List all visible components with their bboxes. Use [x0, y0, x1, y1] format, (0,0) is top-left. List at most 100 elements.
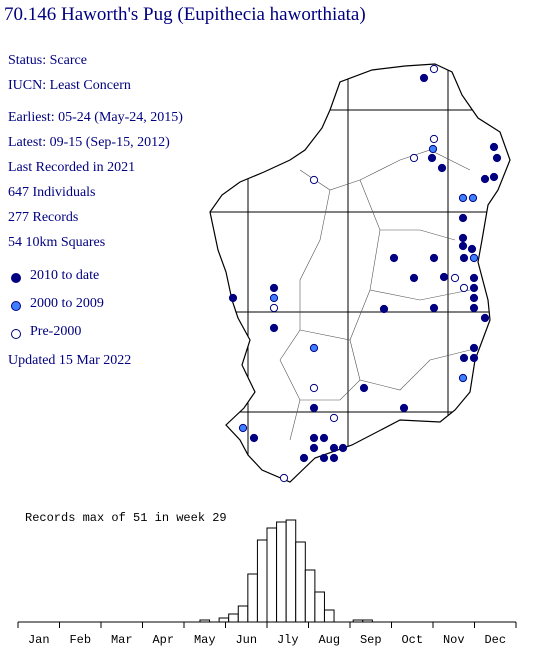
record-dot: [249, 433, 259, 443]
week-bar: [247, 573, 258, 623]
record-dot: [409, 153, 419, 163]
record-dot: [329, 413, 339, 423]
week-bar: [256, 539, 268, 623]
week-bar: [362, 619, 373, 623]
legend-marker: [11, 273, 21, 283]
record-dot: [437, 163, 447, 173]
week-bar: [285, 519, 297, 623]
record-dot: [269, 323, 279, 333]
legend-label: Pre-2000: [30, 324, 82, 339]
month-label: Jun: [235, 633, 257, 647]
info-line: IUCN: Least Concern: [8, 78, 131, 93]
record-dot: [439, 272, 449, 282]
record-dot: [299, 453, 309, 463]
record-dot: [409, 273, 419, 283]
info-line: Latest: 09-15 (Sep-15, 2012): [8, 135, 170, 150]
record-dot: [469, 293, 479, 303]
info-line: Last Recorded in 2021: [8, 160, 136, 175]
record-dot: [459, 253, 469, 263]
month-label: Apr: [152, 633, 174, 647]
month-label: Jan: [28, 633, 50, 647]
week-bar: [314, 591, 325, 623]
record-dot: [480, 174, 490, 184]
record-dot: [489, 142, 499, 152]
record-dot: [469, 343, 479, 353]
week-bar: [323, 609, 335, 623]
info-line: Status: Scarce: [8, 53, 87, 68]
month-label: Mar: [111, 633, 133, 647]
record-dot: [309, 383, 319, 393]
record-dot: [459, 353, 469, 363]
record-dot: [399, 403, 409, 413]
record-dot: [429, 303, 439, 313]
record-dot: [429, 64, 439, 74]
month-label: Sep: [360, 633, 382, 647]
info-line: 277 Records: [8, 210, 79, 225]
record-dot: [428, 144, 438, 154]
record-dot: [309, 433, 319, 443]
record-dot: [359, 383, 369, 393]
record-dot: [338, 443, 348, 453]
legend-marker: [11, 301, 21, 311]
record-dot: [469, 283, 479, 293]
record-dot: [269, 303, 279, 313]
week-bar: [199, 619, 211, 623]
record-dot: [309, 175, 319, 185]
week-bar: [228, 613, 239, 623]
record-dot: [459, 283, 469, 293]
record-dot: [309, 443, 319, 453]
record-dot: [269, 283, 279, 293]
week-bar: [276, 521, 287, 623]
county-borders: [279, 149, 471, 441]
record-dot: [279, 473, 289, 483]
week-bar: [266, 527, 278, 623]
record-dot: [458, 241, 468, 251]
record-dot: [309, 403, 319, 413]
record-dot: [427, 153, 437, 163]
record-dot: [319, 433, 329, 443]
record-dot: [469, 253, 479, 263]
month-label: Jly: [277, 633, 299, 647]
month-label: Oct: [401, 633, 423, 647]
record-dot: [469, 273, 479, 283]
week-bar: [295, 541, 306, 623]
record-dot: [379, 304, 389, 314]
record-dot: [329, 443, 339, 453]
record-dot: [429, 253, 439, 263]
record-dot: [389, 253, 399, 263]
title: 70.146 Haworth's Pug (Eupithecia haworth…: [4, 4, 366, 25]
record-dot: [467, 244, 477, 254]
record-dot: [269, 293, 279, 303]
info-line: 54 10km Squares: [8, 235, 106, 250]
legend-label: 2010 to date: [30, 268, 100, 283]
record-dot: [419, 73, 429, 83]
updated: Updated 15 Mar 2022: [8, 353, 132, 368]
histogram-title: Records max of 51 in week 29: [25, 511, 227, 525]
week-bar: [218, 617, 230, 623]
info-line: 647 Individuals: [8, 185, 96, 200]
legend-label: 2000 to 2009: [30, 296, 104, 311]
coastline: [209, 63, 511, 483]
record-dot: [238, 423, 248, 433]
month-label: Feb: [69, 633, 91, 647]
record-dot: [228, 293, 238, 303]
record-dot: [458, 213, 468, 223]
record-dot: [458, 193, 468, 203]
record-dot: [329, 453, 339, 463]
month-label: Nov: [443, 633, 465, 647]
record-dot: [469, 303, 479, 313]
info-line: Earliest: 05-24 (May-24, 2015): [8, 110, 183, 125]
month-label: Aug: [318, 633, 340, 647]
record-dot: [489, 172, 499, 182]
record-dot: [492, 153, 502, 163]
month-label: Dec: [484, 633, 506, 647]
week-bar: [237, 605, 249, 623]
record-dot: [458, 233, 468, 243]
week-bar: [304, 569, 316, 623]
record-dot: [468, 193, 478, 203]
record-dot: [469, 353, 479, 363]
week-bar: [352, 619, 364, 623]
legend-marker: [11, 329, 21, 339]
